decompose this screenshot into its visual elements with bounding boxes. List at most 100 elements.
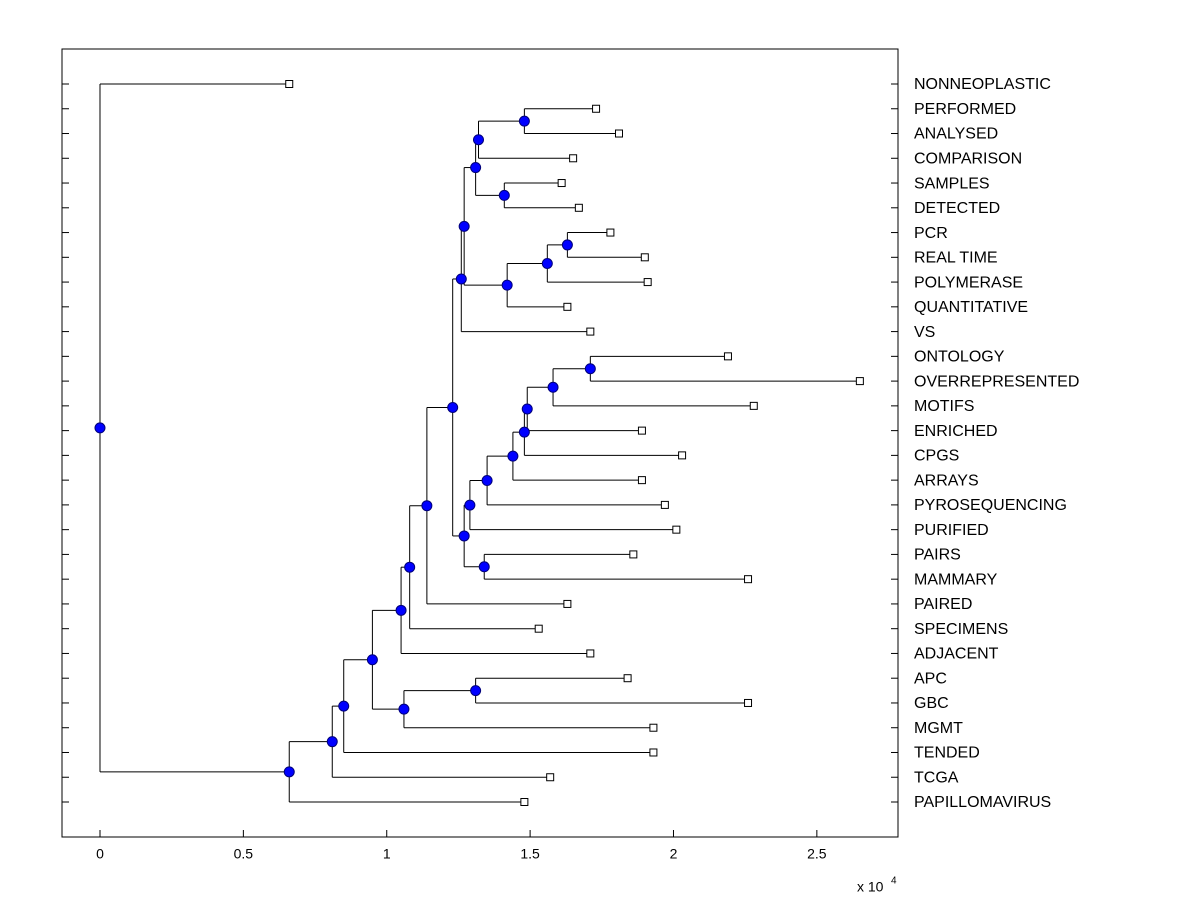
leaf-marker [643,278,652,287]
node-marker [458,530,470,542]
node-marker [464,499,476,511]
leaf-marker [660,500,669,509]
leaf-marker [285,80,294,88]
leaf-marker [744,575,753,584]
leaf-label: COMPARISON [914,150,1022,167]
leaf-marker [586,649,595,658]
leaf-label: APC [914,670,947,687]
leaf-label: ADJACENT [914,646,999,663]
node-marker [584,363,596,375]
leaf-marker [723,352,732,361]
leaf-marker [606,228,615,237]
x-tick-label: 2 [670,846,678,862]
node-marker [421,500,433,512]
leaf-label: DETECTED [914,200,1000,217]
node-marker [507,450,519,462]
leaf-label: TCGA [914,769,959,786]
leaf-label: ARRAYS [914,472,979,489]
leaf-label: ANALYSED [914,126,998,143]
leaf-label: PAIRS [914,547,961,564]
leaf-marker [592,104,601,113]
leaf-marker [672,525,681,534]
node-marker [518,115,530,127]
leaf-marker [855,377,864,386]
leaf-label: QUANTITATIVE [914,299,1028,316]
leaf-marker [744,698,753,707]
node-marker [518,426,530,438]
x-scale-exponent: 4 [891,876,897,887]
leaf-marker [614,129,623,138]
leaf-marker [520,798,529,806]
node-marker [481,475,493,487]
node-marker [547,381,559,393]
leaf-label: PAIRED [914,596,972,613]
leaf-label: MOTIFS [914,398,974,415]
node-marker [501,279,513,291]
leaf-label: SPECIMENS [914,621,1008,638]
leaf-marker [623,674,632,683]
node-marker [472,134,484,146]
leaf-label: ONTOLOGY [914,349,1005,366]
node-marker [283,766,295,778]
leaf-marker [546,773,555,782]
leaf-marker [649,748,658,757]
leaf-label: TENDED [914,745,980,762]
leaf-label: VS [914,324,935,341]
leaf-label: ENRICHED [914,423,998,440]
node-marker [94,422,106,434]
leaf-marker [637,426,646,435]
leaf-label: GBC [914,695,949,712]
node-marker [338,700,350,712]
leaf-label: SAMPLES [914,175,990,192]
node-marker [398,703,410,715]
node-marker [561,239,573,251]
leaf-marker [649,723,658,732]
leaf-label: PCR [914,225,948,242]
leaf-label: NONNEOPLASTIC [914,76,1051,93]
node-marker [395,604,407,616]
leaf-marker [637,476,646,485]
node-marker [455,273,467,285]
leaf-label: MAMMARY [914,571,998,588]
leaf-label: CPGS [914,448,959,465]
leaf-marker [678,451,687,460]
node-marker [478,561,490,573]
leaf-label: REAL TIME [914,250,998,267]
node-marker [541,258,553,269]
leaf-marker [563,302,572,311]
leaf-label: OVERREPRESENTED [914,373,1079,390]
leaf-marker [749,401,758,410]
x-tick-label: 0.5 [234,846,254,862]
node-marker [498,189,510,201]
node-marker [447,401,459,413]
plot-frame [61,48,899,838]
leaf-marker [534,624,543,633]
node-marker [470,162,482,174]
leaf-label: PERFORMED [914,101,1016,118]
leaf-marker [640,253,649,262]
leaf-label: PURIFIED [914,522,989,539]
node-marker [366,654,378,666]
node-marker [326,736,338,748]
leaf-marker [586,327,595,336]
x-tick-label: 1 [383,846,391,862]
x-tick-label: 2.5 [807,846,827,862]
x-scale-label: x 10 [857,879,884,895]
leaf-marker [563,599,572,608]
leaf-marker [569,154,578,163]
node-marker [521,403,533,415]
leaf-marker [629,550,638,559]
leaf-label: MGMT [914,720,963,737]
node-marker [458,220,470,232]
x-tick-label: 0 [96,846,104,862]
leaf-marker [557,179,566,188]
node-marker [470,685,482,697]
x-tick-label: 1.5 [520,846,540,862]
node-marker [404,561,416,573]
leaf-label: PYROSEQUENCING [914,497,1067,514]
leaf-label: POLYMERASE [914,274,1023,291]
leaf-marker [574,203,583,212]
leaf-label: PAPILLOMAVIRUS [914,794,1051,811]
